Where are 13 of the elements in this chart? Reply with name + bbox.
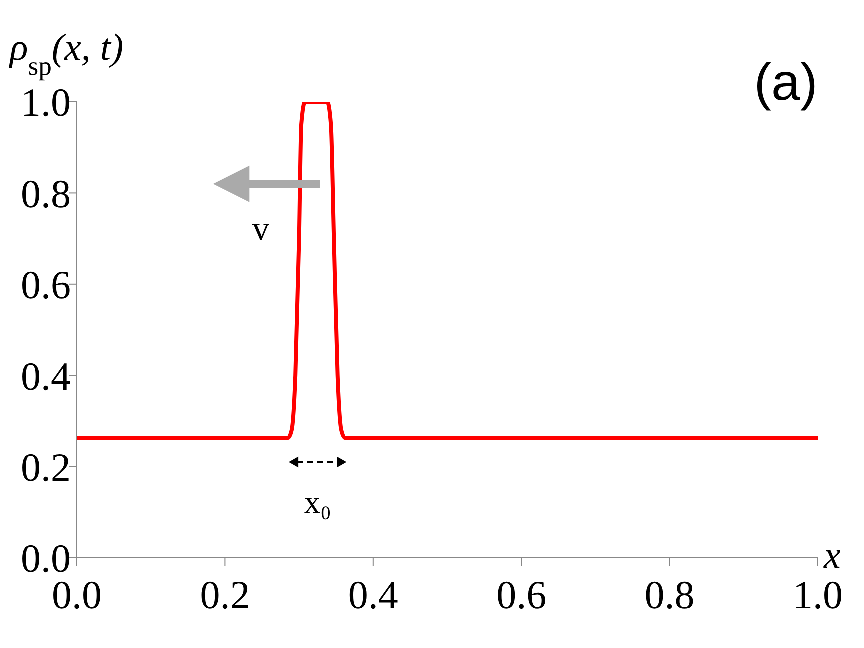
y-tick-label: 0.8 [21, 171, 71, 216]
y-axis-title: ρ$_{sp}$(x, t) [9, 27, 124, 81]
x-tick-label: 0.8 [644, 572, 695, 618]
annotation: v [252, 211, 270, 248]
x-tick-label: 0.6 [496, 572, 547, 618]
annotation: (a) [754, 54, 818, 112]
x-tick-label: 0.2 [200, 572, 250, 618]
y-tick-label: 0.2 [21, 445, 71, 490]
annotation: x₀ [304, 484, 332, 520]
x-tick-label: 0.4 [348, 572, 398, 618]
y-tick-label: 0.6 [21, 262, 71, 308]
y-tick-label: 0.4 [21, 354, 71, 399]
y-tick-label: 1.0 [21, 80, 71, 126]
